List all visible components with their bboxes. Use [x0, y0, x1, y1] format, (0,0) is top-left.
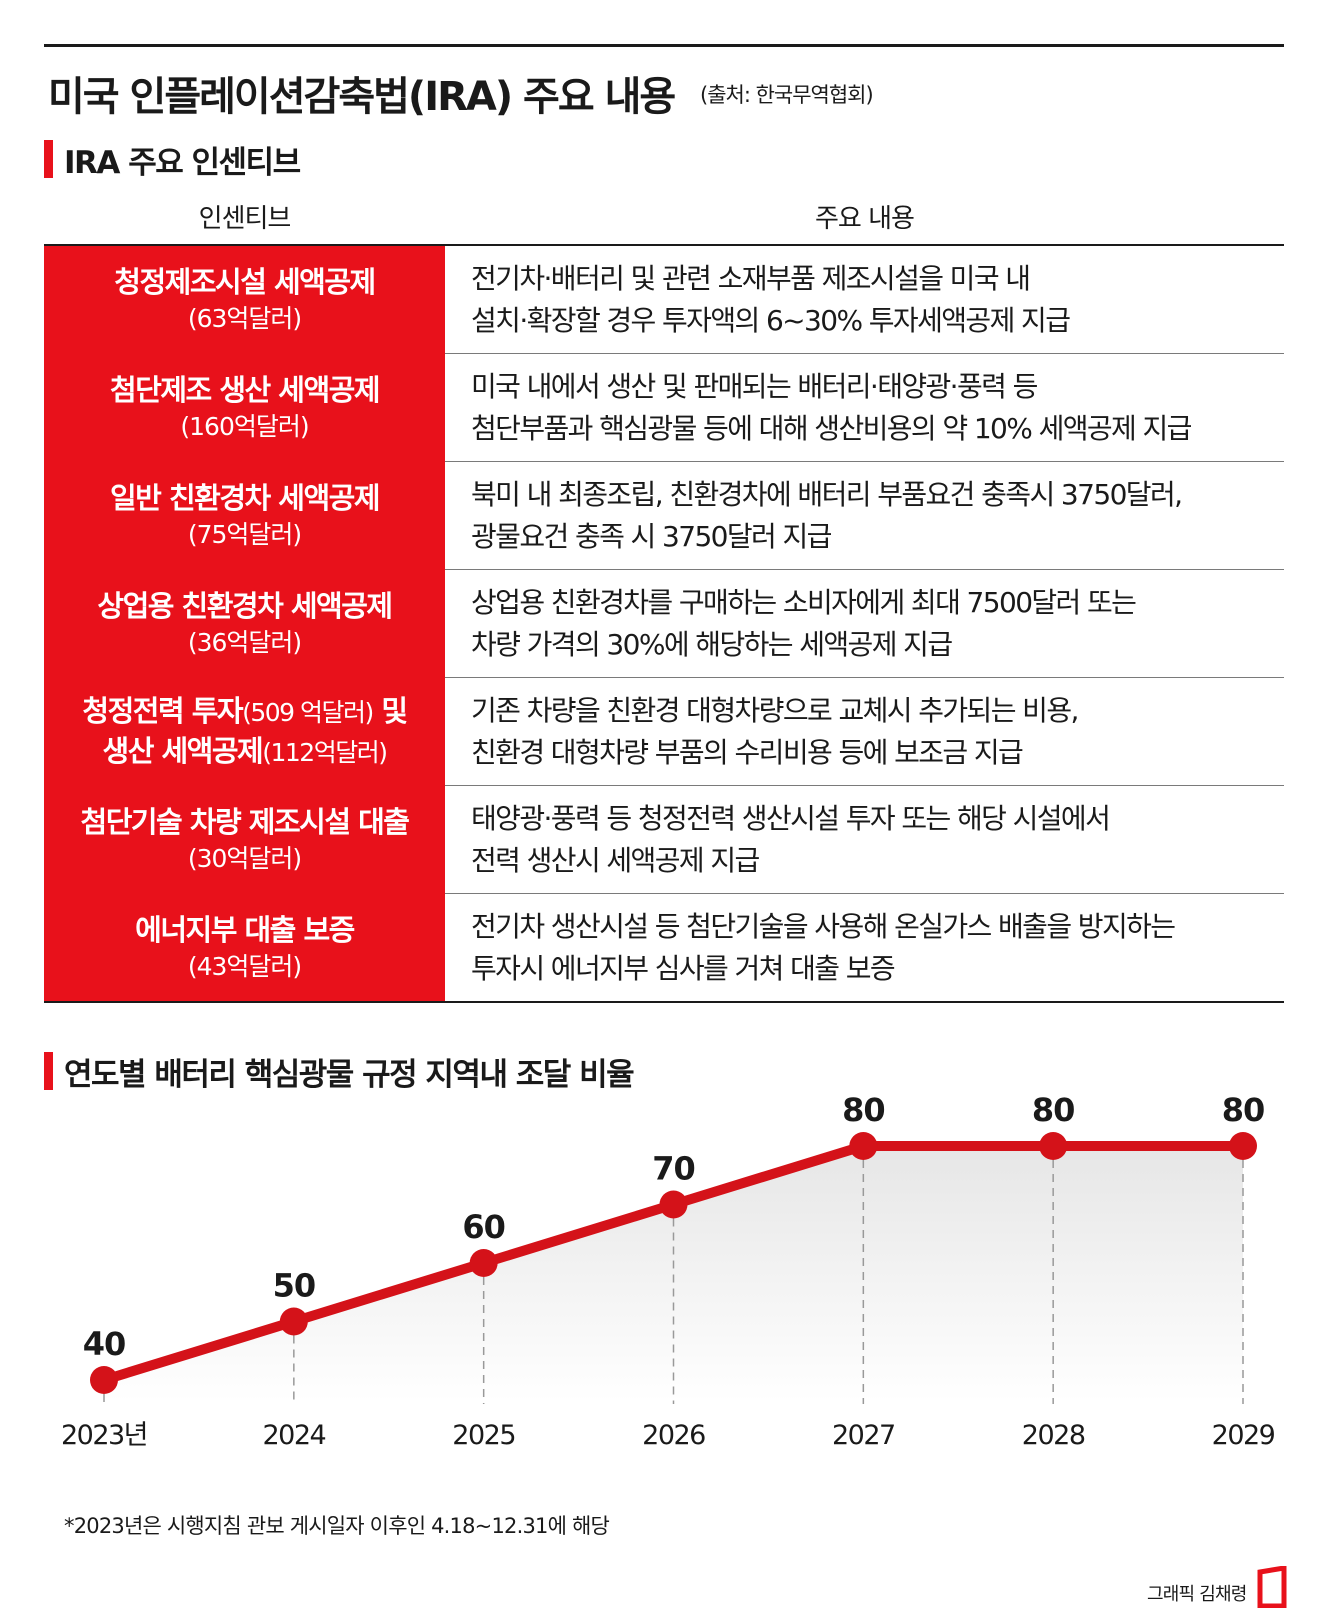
incentive-amount: (43억달러) — [187, 951, 302, 981]
data-label: 70 — [652, 1150, 695, 1188]
incentive-name-conjunction: 및 — [381, 693, 408, 728]
data-label: 80 — [1032, 1091, 1075, 1129]
column-header-incentive: 인센티브 — [198, 204, 292, 234]
section-marker — [44, 140, 53, 178]
incentive-amount: (509 억달러) — [242, 697, 374, 727]
content-line: 기존 차량을 친환경 대형차량으로 교체시 추가되는 비용, — [471, 693, 1079, 727]
content-line: 북미 내 최종조립, 친환경차에 배터리 부품요건 충족시 3750달러, — [471, 477, 1183, 511]
table-row: 상업용 친환경차 세액공제 (36억달러) 상업용 친환경차를 구매하는 소비자… — [44, 570, 1284, 679]
data-point — [659, 1190, 688, 1219]
content-line: 상업용 친환경차를 구매하는 소비자에게 최대 7500달러 또는 — [471, 585, 1137, 619]
x-tick-label: 2026 — [642, 1420, 705, 1451]
content-cell: 상업용 친환경차를 구매하는 소비자에게 최대 7500달러 또는 차량 가격의… — [445, 570, 1284, 677]
incentive-amount: (30억달러) — [187, 843, 302, 873]
data-point — [1229, 1132, 1257, 1160]
content-line: 전기차 생산시설 등 첨단기술을 사용해 온실가스 배출을 방지하는 — [471, 909, 1176, 943]
x-tick-label: 2025 — [452, 1420, 515, 1451]
incentive-cell: 상업용 친환경차 세액공제 (36억달러) — [44, 570, 445, 679]
incentive-amount: (160억달러) — [180, 411, 309, 441]
incentive-name-line2: 생산 세액공제(112억달러) — [102, 732, 388, 772]
content-cell: 북미 내 최종조립, 친환경차에 배터리 부품요건 충족시 3750달러, 광물… — [445, 462, 1284, 569]
incentive-name: 에너지부 대출 보증 — [135, 912, 355, 947]
table-row: 청정제조시설 세액공제 (63억달러) 전기차·배터리 및 관련 소재부품 제조… — [44, 246, 1284, 355]
incentive-cell: 첨단제조 생산 세액공제 (160억달러) — [44, 354, 445, 463]
table-row: 첨단기술 차량 제조시설 대출 (30억달러) 태양광·풍력 등 청정전력 생산… — [44, 786, 1284, 895]
incentive-name: 첨단제조 생산 세액공제 — [110, 372, 381, 407]
data-point — [1039, 1132, 1068, 1160]
incentive-cell: 첨단기술 차량 제조시설 대출 (30억달러) — [44, 786, 445, 895]
data-point — [849, 1132, 878, 1160]
area-fill — [104, 1146, 1243, 1402]
content-line: 투자시 에너지부 심사를 거쳐 대출 보증 — [471, 951, 896, 985]
graphic-credit: 그래픽 김채령 — [1147, 1584, 1247, 1605]
section-title-chart: 연도별 배터리 핵심광물 규정 지역내 조달 비율 — [64, 1057, 635, 1093]
publisher-logo — [1257, 1566, 1287, 1608]
incentive-name: 청정전력 투자 — [82, 693, 243, 728]
content-line: 전력 생산시 세액공제 지급 — [471, 843, 760, 877]
incentive-name-line1: 청정전력 투자(509 억달러) 및 — [82, 692, 408, 732]
incentive-name: 일반 친환경차 세액공제 — [110, 480, 381, 515]
data-point — [90, 1366, 118, 1394]
content-line: 미국 내에서 생산 및 판매되는 배터리·태양광·풍력 등 — [471, 369, 1038, 403]
data-label: 80 — [842, 1091, 885, 1129]
x-tick-label: 2029 — [1212, 1420, 1275, 1451]
data-label: 80 — [1222, 1091, 1265, 1129]
content-cell: 미국 내에서 생산 및 판매되는 배터리·태양광·풍력 등 첨단부품과 핵심광물… — [445, 354, 1284, 461]
section-marker — [44, 1052, 53, 1090]
top-rule — [44, 44, 1284, 47]
table-row: 일반 친환경차 세액공제 (75억달러) 북미 내 최종조립, 친환경차에 배터… — [44, 462, 1284, 571]
content-line: 광물요건 충족 시 3750달러 지급 — [471, 519, 832, 553]
incentive-amount: (112억달러) — [262, 737, 388, 767]
content-cell: 태양광·풍력 등 청정전력 생산시설 투자 또는 해당 시설에서 전력 생산시 … — [445, 786, 1284, 893]
data-point — [279, 1307, 308, 1336]
source-note: (출처: 한국무역협회) — [700, 83, 874, 107]
incentive-cell: 청정제조시설 세액공제 (63억달러) — [44, 246, 445, 355]
section-title-incentives: IRA 주요 인센티브 — [64, 145, 301, 181]
content-cell: 전기차 생산시설 등 첨단기술을 사용해 온실가스 배출을 방지하는 투자시 에… — [445, 894, 1284, 1001]
content-cell: 전기차·배터리 및 관련 소재부품 제조시설을 미국 내 설치·확장할 경우 투… — [445, 246, 1284, 353]
incentive-amount: (36억달러) — [187, 627, 302, 657]
incentive-name: 청정제조시설 세액공제 — [114, 264, 376, 299]
content-line: 친환경 대형차량 부품의 수리비용 등에 보조금 지급 — [471, 735, 1024, 769]
table-row: 첨단제조 생산 세액공제 (160억달러) 미국 내에서 생산 및 판매되는 배… — [44, 354, 1284, 463]
table-row: 청정전력 투자(509 억달러) 및 생산 세액공제(112억달러) 기존 차량… — [44, 678, 1284, 787]
data-point — [469, 1249, 498, 1277]
incentive-amount: (63억달러) — [187, 303, 302, 333]
content-line: 첨단부품과 핵심광물 등에 대해 생산비용의 약 10% 세액공제 지급 — [471, 411, 1192, 445]
incentive-amount: (75억달러) — [187, 519, 302, 549]
content-line: 태양광·풍력 등 청정전력 생산시설 투자 또는 해당 시설에서 — [471, 801, 1111, 835]
content-line: 전기차·배터리 및 관련 소재부품 제조시설을 미국 내 — [471, 261, 1031, 295]
incentive-cell: 에너지부 대출 보증 (43억달러) — [44, 894, 445, 1001]
data-label: 40 — [83, 1325, 126, 1363]
x-tick-label: 2027 — [832, 1420, 895, 1451]
data-label: 50 — [273, 1267, 316, 1305]
incentive-cell: 청정전력 투자(509 억달러) 및 생산 세액공제(112억달러) — [44, 678, 445, 787]
content-cell: 기존 차량을 친환경 대형차량으로 교체시 추가되는 비용, 친환경 대형차량 … — [445, 678, 1284, 785]
x-tick-label: 2024 — [262, 1420, 325, 1451]
incentive-cell: 일반 친환경차 세액공제 (75억달러) — [44, 462, 445, 571]
data-label: 60 — [462, 1208, 505, 1246]
x-tick-label: 2023년 — [61, 1420, 147, 1451]
incentive-table: 청정제조시설 세액공제 (63억달러) 전기차·배터리 및 관련 소재부품 제조… — [44, 244, 1284, 1003]
incentive-name: 생산 세액공제 — [102, 733, 264, 768]
content-line: 차량 가격의 30%에 해당하는 세액공제 지급 — [471, 627, 953, 661]
incentive-name: 상업용 친환경차 세액공제 — [97, 588, 393, 623]
x-tick-label: 2028 — [1022, 1420, 1085, 1451]
table-row: 에너지부 대출 보증 (43억달러) 전기차 생산시설 등 첨단기술을 사용해 … — [44, 894, 1284, 1003]
page-title: 미국 인플레이션감축법(IRA) 주요 내용 — [48, 74, 676, 120]
incentive-name: 첨단기술 차량 제조시설 대출 — [80, 804, 410, 839]
content-line: 설치·확장할 경우 투자액의 6~30% 투자세액공제 지급 — [471, 303, 1071, 337]
column-header-content: 주요 내용 — [815, 204, 915, 234]
footnote: *2023년은 시행지침 관보 게시일자 이후인 4.18~12.31에 해당 — [64, 1514, 610, 1538]
